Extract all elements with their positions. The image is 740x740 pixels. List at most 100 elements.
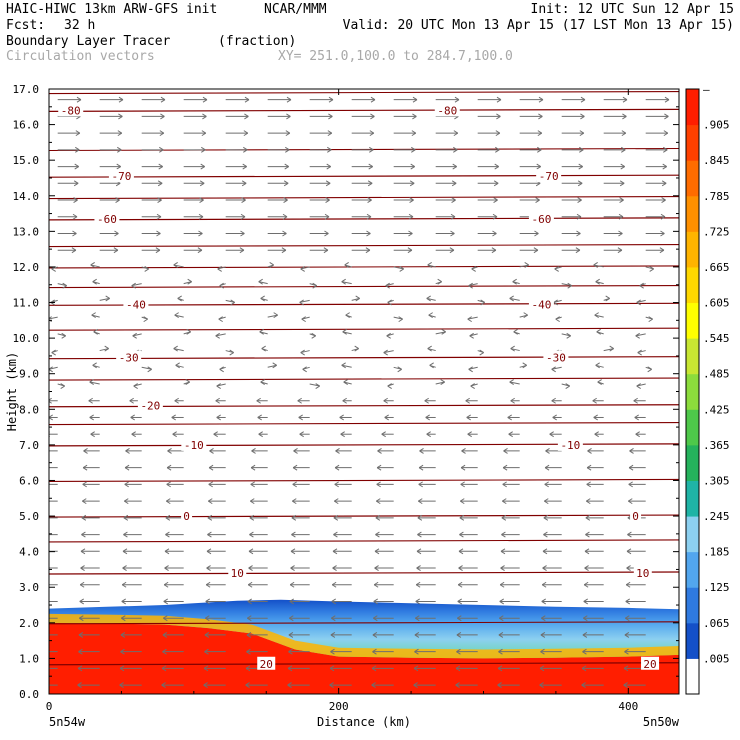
vector-arrowhead <box>327 146 332 153</box>
circulation-vector <box>57 283 67 287</box>
circulation-vector <box>132 333 142 337</box>
vector-arrowhead <box>261 345 266 352</box>
vector-arrowhead <box>341 278 346 285</box>
vector-arrowhead <box>619 197 624 203</box>
vector-arrowhead <box>298 414 303 421</box>
vector-arrowhead <box>72 213 78 220</box>
vector-arrowhead <box>324 213 330 220</box>
circulation-vector <box>593 264 604 268</box>
isotherm-label: 10 <box>636 567 649 580</box>
vector-arrowhead <box>114 230 119 237</box>
vector-arrowhead <box>243 146 248 153</box>
vector-arrowhead <box>578 163 583 170</box>
vector-arrowhead <box>249 531 254 538</box>
vector-arrowhead <box>39 566 43 571</box>
circulation-vector <box>225 299 235 303</box>
vector-arrowhead <box>292 498 297 505</box>
isotherm-line <box>49 265 679 269</box>
isotherm-label-bg <box>528 297 554 311</box>
vector-arrowhead <box>333 514 339 521</box>
vector-arrowhead <box>159 146 164 153</box>
vector-arrowhead <box>216 414 221 421</box>
vector-arrowhead <box>374 548 380 555</box>
vector-arrowhead <box>177 295 182 302</box>
vector-arrowhead <box>186 328 191 335</box>
vector-arrowhead <box>81 514 87 521</box>
vector-arrowhead <box>90 262 95 268</box>
vector-arrowhead <box>427 345 432 352</box>
vector-arrowhead <box>245 682 250 689</box>
circulation-vector <box>561 333 571 337</box>
vector-arrowhead <box>282 213 288 220</box>
vector-arrowhead <box>199 180 205 187</box>
vector-arrowhead <box>332 548 338 555</box>
y-tick-label: 16.0 <box>13 119 40 132</box>
vector-arrowhead <box>664 96 670 103</box>
vector-arrowhead <box>92 362 97 369</box>
vector-arrowhead <box>582 632 588 638</box>
vector-arrowhead <box>567 282 572 289</box>
vector-arrowhead <box>374 565 379 571</box>
vector-arrowhead <box>333 531 338 538</box>
vector-arrowhead <box>326 163 331 170</box>
vector-arrowhead <box>37 632 41 637</box>
vector-arrowhead <box>460 464 466 471</box>
vector-arrowhead <box>623 682 628 689</box>
vector-arrowhead <box>246 648 251 655</box>
vector-arrowhead <box>242 163 247 170</box>
vector-arrowhead <box>624 632 630 638</box>
vector-arrowhead <box>595 278 600 285</box>
vector-arrowhead <box>123 531 128 538</box>
vector-arrowhead <box>187 278 192 285</box>
vector-arrowhead <box>584 565 589 571</box>
vector-arrowhead <box>334 481 339 488</box>
vector-arrowhead <box>330 648 335 655</box>
vector-arrowhead <box>36 666 40 671</box>
isotherm-line <box>49 108 679 112</box>
vector-arrowhead <box>78 632 84 638</box>
vector-arrowhead <box>49 397 52 404</box>
isotherm-label: 20 <box>643 658 656 671</box>
vector-arrowhead <box>202 113 207 120</box>
vector-arrowhead <box>661 180 667 187</box>
vector-arrowhead <box>230 299 235 306</box>
vector-arrowhead <box>540 648 545 655</box>
x-tick-label: 400 <box>618 700 638 713</box>
vector-arrowhead <box>440 379 445 385</box>
isotherm-label: -40 <box>531 298 551 311</box>
vector-arrowhead <box>387 383 392 389</box>
vector-arrowhead <box>79 598 84 605</box>
colorbar-label: .665 <box>703 261 730 274</box>
vector-arrowhead <box>246 632 252 638</box>
vector-arrowhead <box>544 481 549 488</box>
isotherm-line <box>49 217 679 221</box>
vector-arrowhead <box>663 146 668 153</box>
vector-arrowhead <box>342 397 347 404</box>
vector-arrowhead <box>91 312 96 319</box>
vector-arrowhead <box>618 213 624 220</box>
tracer-transition-band <box>49 613 679 659</box>
vector-arrowhead <box>204 648 209 655</box>
circulation-vector <box>603 348 614 352</box>
isotherm-label: 10 <box>231 567 244 580</box>
vector-arrowhead <box>470 383 475 389</box>
vector-arrowhead <box>628 464 634 471</box>
vector-arrowhead <box>124 464 130 471</box>
vector-arrowhead <box>340 431 345 438</box>
isotherm-label-bg <box>543 350 569 364</box>
vector-arrowhead <box>239 247 245 254</box>
vector-arrowhead <box>332 565 337 571</box>
vector-arrowhead <box>637 349 642 356</box>
vector-arrowhead <box>82 498 87 505</box>
vector-arrowhead <box>465 397 470 404</box>
vector-arrowhead <box>594 431 599 438</box>
vector-arrowhead <box>241 197 246 203</box>
vector-arrowhead <box>376 481 381 488</box>
vector-arrowhead <box>659 247 665 254</box>
colorbar-segment <box>686 89 699 126</box>
vector-arrowhead <box>412 113 417 120</box>
colorbar-segment <box>686 551 699 588</box>
isotherm-label-bg <box>557 437 583 451</box>
vector-arrowhead <box>426 431 431 438</box>
vector-arrowhead <box>583 581 589 588</box>
